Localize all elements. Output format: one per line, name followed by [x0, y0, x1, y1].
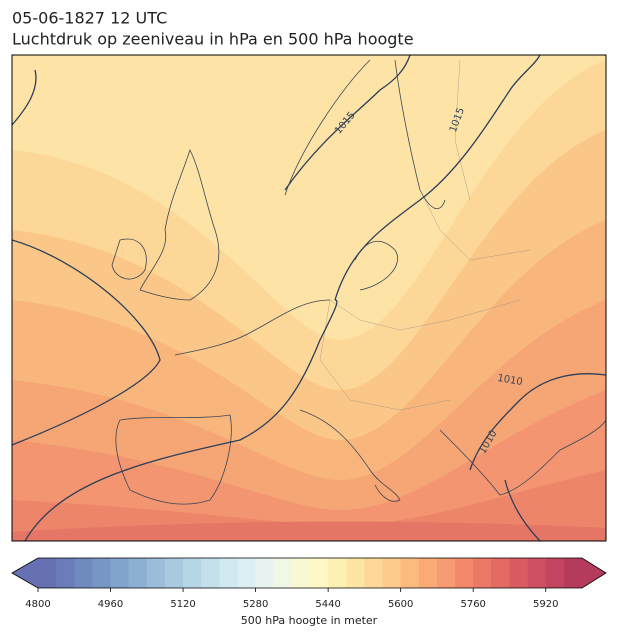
colorbar-bin — [237, 558, 257, 588]
colorbar-bin — [273, 558, 293, 588]
colorbar-bin — [418, 558, 438, 588]
colorbar-bin — [455, 558, 474, 588]
colorbar-bin — [310, 558, 329, 588]
colorbar-extend — [582, 558, 606, 588]
title: 05-06-1827 12 UTC — [12, 9, 167, 28]
colorbar-tick-label: 5920 — [533, 599, 558, 610]
coastline — [115, 299, 331, 505]
colorbar-bin — [164, 558, 184, 588]
colorbar-label: 500 hPa hoogte in meter — [241, 614, 378, 627]
height-band — [12, 521, 606, 541]
colorbar-bin — [201, 558, 220, 588]
colorbar-tick-label: 5440 — [315, 599, 340, 610]
colorbar-tick-label: 4960 — [98, 599, 123, 610]
isobar — [24, 299, 338, 541]
colorbar-bin — [509, 558, 529, 588]
colorbar-bin — [56, 558, 75, 588]
colorbar-bin — [328, 558, 347, 588]
colorbar-tick-label: 5600 — [388, 599, 413, 610]
colorbar-tick-label: 4800 — [25, 599, 50, 610]
colorbar: 4800 4960 5120 5280 5440 5600 5760 5920 500 hPa … — [11, 557, 607, 627]
colorbar-tick-label: 5760 — [460, 599, 485, 610]
colorbar-bin — [219, 558, 238, 588]
colorbar-bin — [527, 558, 547, 588]
isobar — [334, 55, 541, 301]
country-border — [319, 59, 531, 411]
isobar — [469, 373, 606, 541]
colorbar-bin — [110, 558, 130, 588]
colorbar-bin — [346, 558, 365, 588]
coastline — [111, 238, 147, 280]
colorbar-extend — [12, 558, 38, 588]
colorbar-bin — [183, 558, 202, 588]
colorbar-tick-label: 5280 — [243, 599, 268, 610]
isobar-label: 1010 — [496, 373, 523, 388]
colorbar-bin — [291, 558, 311, 588]
coastline — [299, 409, 606, 502]
colorbar-bin — [436, 558, 456, 588]
map: 1015 1015 1010 1010 — [12, 55, 606, 541]
height-band — [12, 390, 606, 541]
isobar — [12, 239, 161, 446]
colorbar-bin — [563, 558, 583, 588]
map-frame — [11, 54, 607, 542]
colorbar-bin — [74, 558, 93, 588]
coastline — [139, 148, 220, 301]
colorbar-bin — [400, 558, 420, 588]
subtitle: Luchtdruk op zeeniveau in hPa en 500 hPa… — [12, 30, 414, 49]
colorbar-bin — [255, 558, 275, 588]
colorbar-bin — [473, 558, 492, 588]
colorbar-bin — [491, 558, 510, 588]
colorbar-bin — [545, 558, 565, 588]
colorbar-bin — [382, 558, 402, 588]
colorbar-bin — [128, 558, 148, 588]
isobar — [12, 55, 411, 191]
colorbar-bin — [146, 558, 166, 588]
colorbar-bin — [92, 558, 112, 588]
colorbar-tick-label: 5120 — [170, 599, 195, 610]
colorbar-bin — [364, 558, 384, 588]
colorbar-bin — [38, 558, 57, 588]
